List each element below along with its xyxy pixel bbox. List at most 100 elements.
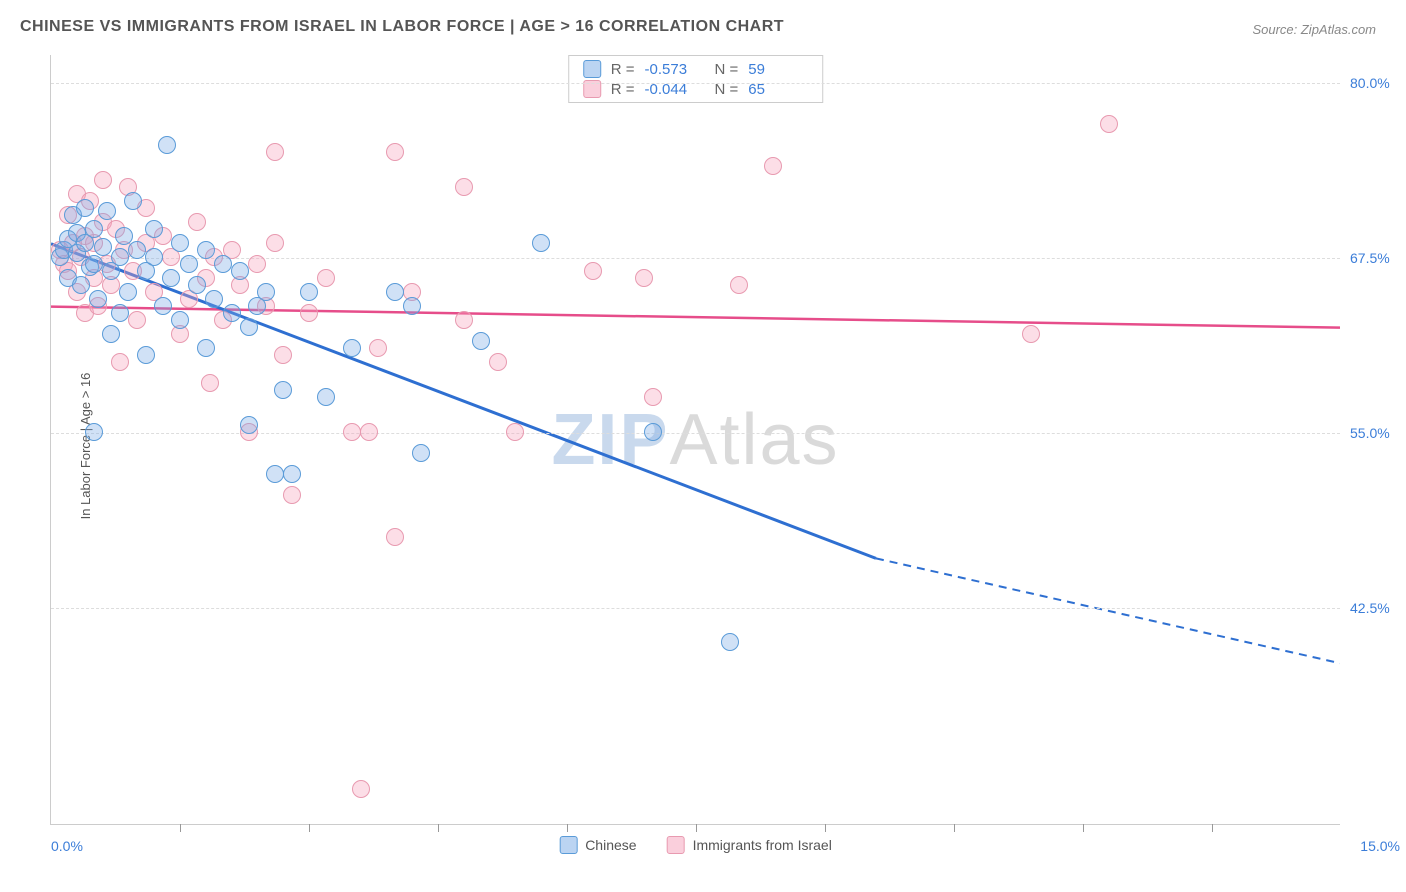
stats-n-label: N = <box>715 61 739 78</box>
scatter-point <box>85 423 103 441</box>
scatter-point <box>94 238 112 256</box>
scatter-point <box>506 423 524 441</box>
scatter-point <box>128 311 146 329</box>
scatter-point <box>171 234 189 252</box>
stats-row-chinese: R = -0.573 N = 59 <box>583 60 809 78</box>
scatter-point <box>89 290 107 308</box>
stats-n-value-chinese: 59 <box>748 61 808 78</box>
stats-legend-box: R = -0.573 N = 59 R = -0.044 N = 65 <box>568 55 824 103</box>
x-axis-start-label: 0.0% <box>51 838 83 854</box>
scatter-point <box>72 276 90 294</box>
x-axis-end-label: 15.0% <box>1360 838 1400 854</box>
scatter-point <box>283 486 301 504</box>
bottom-legend: Chinese Immigrants from Israel <box>559 836 832 854</box>
scatter-point <box>257 283 275 301</box>
scatter-point <box>248 255 266 273</box>
legend-label-chinese: Chinese <box>585 837 636 853</box>
scatter-point <box>102 325 120 343</box>
scatter-point <box>240 416 258 434</box>
chart-container: CHINESE VS IMMIGRANTS FROM ISRAEL IN LAB… <box>0 0 1406 892</box>
x-tick <box>1083 824 1084 832</box>
scatter-point <box>137 346 155 364</box>
scatter-point <box>240 318 258 336</box>
scatter-point <box>231 262 249 280</box>
scatter-point <box>343 339 361 357</box>
scatter-point <box>145 248 163 266</box>
x-tick <box>825 824 826 832</box>
y-tick-label: 55.0% <box>1350 425 1406 441</box>
scatter-point <box>360 423 378 441</box>
scatter-point <box>283 465 301 483</box>
scatter-point <box>455 311 473 329</box>
y-tick-label: 80.0% <box>1350 75 1406 91</box>
scatter-point <box>274 346 292 364</box>
scatter-point <box>201 374 219 392</box>
scatter-point <box>266 465 284 483</box>
scatter-point <box>532 234 550 252</box>
scatter-point <box>111 248 129 266</box>
scatter-point <box>171 311 189 329</box>
chart-title: CHINESE VS IMMIGRANTS FROM ISRAEL IN LAB… <box>20 18 784 36</box>
scatter-point <box>274 381 292 399</box>
x-tick <box>1212 824 1213 832</box>
scatter-point <box>85 220 103 238</box>
scatter-point <box>188 213 206 231</box>
swatch-pink-icon <box>667 836 685 854</box>
scatter-point <box>455 178 473 196</box>
scatter-point <box>721 633 739 651</box>
scatter-point <box>584 262 602 280</box>
x-tick <box>438 824 439 832</box>
scatter-point <box>644 423 662 441</box>
scatter-point <box>111 353 129 371</box>
scatter-point <box>119 283 137 301</box>
x-tick <box>696 824 697 832</box>
scatter-point <box>300 283 318 301</box>
scatter-point <box>85 255 103 273</box>
scatter-point <box>76 199 94 217</box>
scatter-point <box>266 234 284 252</box>
y-tick-label: 67.5% <box>1350 250 1406 266</box>
stats-r-label: R = <box>611 61 635 78</box>
legend-label-israel: Immigrants from Israel <box>693 837 832 853</box>
scatter-point <box>369 339 387 357</box>
scatter-point <box>162 269 180 287</box>
gridline <box>51 608 1340 609</box>
scatter-point <box>764 157 782 175</box>
scatter-point <box>386 528 404 546</box>
scatter-point <box>180 255 198 273</box>
scatter-point <box>343 423 361 441</box>
scatter-point <box>352 780 370 798</box>
scatter-point <box>98 202 116 220</box>
swatch-blue-icon <box>559 836 577 854</box>
x-tick <box>180 824 181 832</box>
scatter-point <box>205 290 223 308</box>
scatter-point <box>197 241 215 259</box>
x-tick <box>954 824 955 832</box>
scatter-point <box>317 388 335 406</box>
watermark-atlas: Atlas <box>669 400 839 480</box>
legend-item-chinese: Chinese <box>559 836 636 854</box>
scatter-point <box>386 283 404 301</box>
y-tick-label: 42.5% <box>1350 600 1406 616</box>
scatter-point <box>124 192 142 210</box>
scatter-point <box>644 388 662 406</box>
scatter-point <box>403 297 421 315</box>
scatter-point <box>266 143 284 161</box>
watermark: ZIPAtlas <box>551 399 839 481</box>
gridline <box>51 83 1340 84</box>
scatter-point <box>94 171 112 189</box>
gridline <box>51 258 1340 259</box>
plot-area: ZIPAtlas R = -0.573 N = 59 R = -0.044 N … <box>50 55 1340 825</box>
scatter-point <box>214 255 232 273</box>
swatch-blue-icon <box>583 60 601 78</box>
scatter-point <box>635 269 653 287</box>
scatter-point <box>730 276 748 294</box>
source-attribution: Source: ZipAtlas.com <box>1252 22 1376 37</box>
scatter-point <box>300 304 318 322</box>
legend-item-israel: Immigrants from Israel <box>667 836 832 854</box>
scatter-point <box>128 241 146 259</box>
scatter-point <box>489 353 507 371</box>
scatter-point <box>386 143 404 161</box>
x-tick <box>567 824 568 832</box>
scatter-point <box>197 339 215 357</box>
